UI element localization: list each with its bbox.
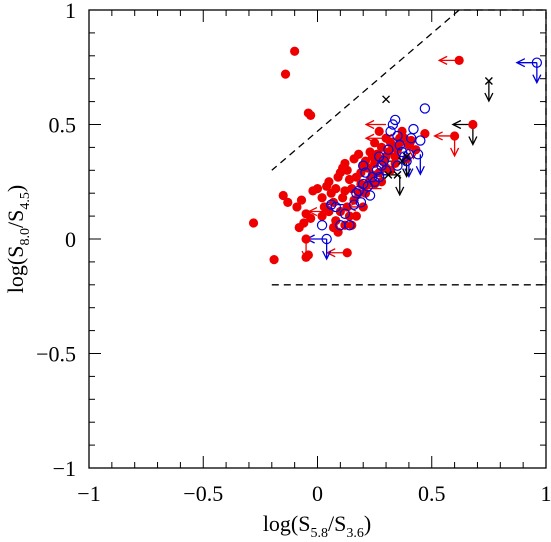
- left-limit-arrow: [515, 58, 537, 68]
- point-filled-circle: [294, 222, 304, 233]
- x-axis-label: log(S5.8/S3.6): [263, 511, 371, 541]
- point-filled-circle: [292, 202, 302, 212]
- upper-limit-arrow-head: [450, 147, 460, 158]
- selection-wedge: [271, 9, 547, 286]
- left-limit-arrow-head: [433, 131, 443, 141]
- point-filled-circle: [342, 165, 352, 175]
- point-filled-circle: [390, 158, 400, 169]
- point-open-circle: [326, 199, 337, 210]
- point-filled-circle: [374, 126, 384, 136]
- point-open-circle: [373, 171, 385, 183]
- upper-limit-arrow: [484, 80, 494, 103]
- point-filled-circle: [354, 149, 364, 159]
- data-marks: [248, 46, 543, 265]
- y-tick-label: 1: [65, 0, 76, 23]
- upper-limit-arrow-head: [395, 186, 405, 197]
- x-tick-label: 0: [312, 481, 323, 506]
- point-filled-circle: [406, 135, 416, 146]
- axis-ticks: −1 −0.5 0 0.5 1 −1 −0.5 0 0.5 1: [36, 0, 551, 506]
- point-filled-circle: [301, 252, 311, 262]
- point-open-circle: [415, 135, 426, 146]
- point-filled-circle: [450, 131, 460, 141]
- point-filled-circle: [324, 177, 334, 187]
- point-open-circle: [364, 190, 376, 201]
- point-filled-circle: [306, 213, 316, 223]
- upper-limit-arrow-head: [484, 92, 494, 103]
- point-open-circle: [394, 139, 405, 151]
- point-open-circle: [358, 160, 369, 171]
- point-open-circle: [408, 123, 419, 135]
- point-filled-circle: [317, 193, 327, 203]
- point-filled-circle: [312, 184, 323, 194]
- point-filled-circle: [306, 110, 316, 120]
- point-filled-circle: [381, 133, 391, 143]
- upper-limit-arrow: [395, 174, 405, 197]
- x-tick-label: 0.5: [418, 481, 446, 506]
- point-filled-circle: [351, 211, 361, 221]
- point-cross: [382, 95, 391, 104]
- point-filled-circle: [454, 55, 464, 65]
- point-cross: [393, 170, 402, 179]
- point-filled-circle: [248, 218, 259, 228]
- upper-limit-arrow-head: [322, 250, 332, 261]
- upper-limit-arrow-head: [402, 168, 412, 179]
- y-tick-label: −1: [53, 456, 76, 481]
- point-filled-circle: [340, 186, 350, 196]
- point-open-circle: [531, 57, 543, 68]
- upper-limit-arrow: [322, 239, 332, 261]
- left-limit-arrow-head: [451, 119, 462, 130]
- point-open-circle: [373, 151, 385, 162]
- y-axis-label: log(S8.0/S4.5): [3, 185, 33, 293]
- upper-limit-arrow-head: [415, 165, 425, 176]
- point-open-circle: [355, 197, 367, 208]
- point-open-circle: [412, 149, 424, 160]
- point-filled-circle: [370, 138, 380, 148]
- upper-limit-arrow: [415, 154, 425, 176]
- left-limit-arrow-head: [364, 119, 375, 130]
- point-cross: [402, 152, 411, 161]
- point-open-circle: [335, 220, 346, 231]
- upper-limit-arrow-head: [532, 74, 542, 85]
- x-tick-label: 1: [541, 481, 551, 506]
- point-open-circle: [316, 220, 328, 231]
- point-filled-circle: [283, 197, 293, 207]
- y-tick-label: 0.5: [49, 113, 77, 138]
- point-open-circle: [353, 185, 364, 197]
- y-tick-label: 0: [65, 227, 76, 252]
- left-limit-arrow-head: [515, 58, 526, 68]
- point-filled-circle: [317, 211, 327, 221]
- point-cross: [384, 170, 393, 179]
- point-filled-circle: [420, 129, 430, 139]
- wedge-boundary: [271, 9, 547, 286]
- point-open-circle: [351, 187, 362, 199]
- point-filled-circle: [342, 248, 352, 258]
- x-tick-label: −1: [77, 481, 100, 506]
- point-open-circle: [392, 160, 403, 171]
- point-open-circle: [321, 233, 332, 245]
- x-tick-label: −0.5: [183, 481, 223, 506]
- point-cross: [484, 76, 493, 85]
- y-tick-label: −0.5: [36, 342, 76, 367]
- point-open-circle: [380, 165, 392, 176]
- point-open-circle: [339, 208, 351, 220]
- left-limit-arrow: [364, 119, 387, 130]
- point-open-circle: [419, 103, 431, 114]
- point-filled-circle: [278, 190, 288, 201]
- point-filled-circle: [296, 195, 307, 205]
- left-limit-arrow-head: [437, 55, 448, 65]
- upper-limit-arrow-head: [468, 136, 478, 146]
- upper-limit-arrow: [532, 62, 542, 85]
- point-open-circle: [383, 144, 394, 155]
- point-filled-circle: [301, 234, 311, 244]
- point-filled-circle: [468, 119, 478, 130]
- point-filled-circle: [331, 184, 341, 194]
- point-filled-circle: [280, 69, 291, 79]
- point-open-circle: [389, 114, 401, 126]
- point-filled-circle: [290, 46, 300, 56]
- point-filled-circle: [269, 255, 279, 265]
- point-open-circle: [348, 199, 360, 210]
